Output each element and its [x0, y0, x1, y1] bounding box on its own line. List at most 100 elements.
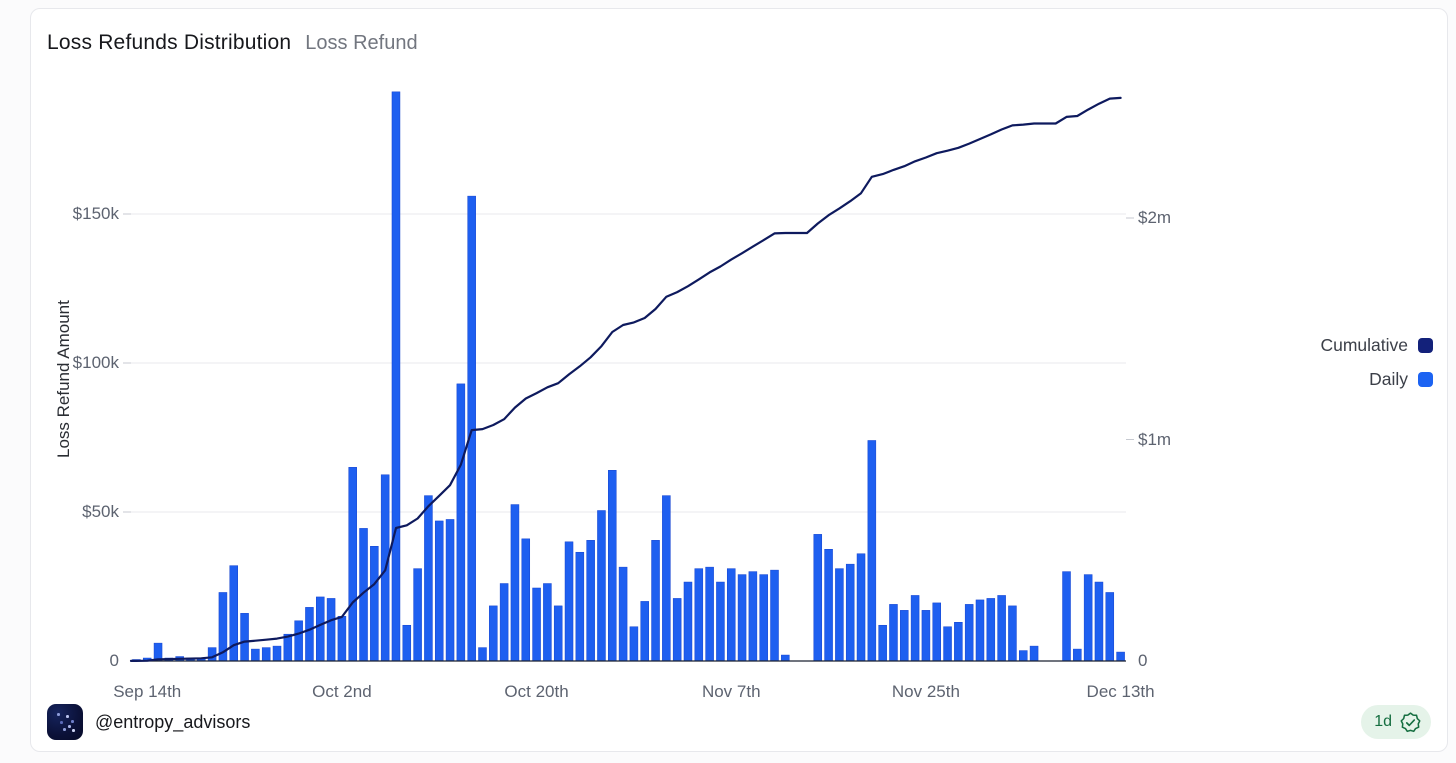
daily-bar[interactable] — [824, 549, 833, 662]
daily-bar[interactable] — [207, 647, 217, 662]
left-axis-label: 0 — [109, 651, 119, 670]
daily-bar[interactable] — [467, 195, 476, 662]
daily-bar[interactable] — [759, 574, 768, 662]
daily-bar[interactable] — [434, 520, 444, 662]
daily-bar[interactable] — [478, 647, 487, 662]
daily-bar[interactable] — [845, 563, 855, 662]
verified-seal-icon — [1400, 711, 1421, 732]
chart-card: Loss Refunds Distribution Loss Refund Lo… — [30, 8, 1448, 752]
daily-bar[interactable] — [662, 495, 671, 662]
daily-bar[interactable] — [640, 601, 649, 662]
right-axis-label: $1m — [1138, 429, 1172, 449]
daily-bar[interactable] — [975, 599, 985, 662]
daily-bar[interactable] — [932, 602, 941, 662]
daily-bar[interactable] — [672, 598, 682, 662]
daily-bar[interactable] — [900, 610, 909, 662]
update-interval-label: 1d — [1374, 713, 1392, 730]
daily-bar[interactable] — [705, 566, 714, 662]
daily-bar[interactable] — [305, 607, 314, 662]
daily-bar[interactable] — [326, 598, 336, 662]
daily-bar[interactable] — [543, 583, 552, 662]
plot-svg — [123, 91, 1134, 663]
account-handle: @entropy_advisors — [95, 711, 251, 732]
daily-bar[interactable] — [337, 616, 347, 662]
daily-bar[interactable] — [597, 510, 606, 662]
left-axis-label: $50k — [82, 502, 119, 521]
cumulative-swatch-icon — [1418, 337, 1433, 353]
daily-bar[interactable] — [413, 568, 422, 662]
daily-bar[interactable] — [813, 534, 823, 662]
daily-bar[interactable] — [781, 654, 790, 662]
daily-bar[interactable] — [1073, 648, 1082, 662]
daily-bar[interactable] — [737, 574, 747, 662]
daily-bar[interactable] — [986, 598, 996, 662]
daily-bar[interactable] — [1094, 581, 1104, 662]
daily-bar[interactable] — [1116, 651, 1125, 662]
daily-bar[interactable] — [348, 467, 357, 662]
daily-bar[interactable] — [954, 622, 963, 662]
logo-dots-icon — [57, 713, 60, 716]
left-axis-label: $100k — [72, 353, 119, 372]
legend-label: Cumulative — [1320, 334, 1408, 355]
daily-bar[interactable] — [856, 553, 866, 662]
daily-bar[interactable] — [532, 587, 541, 662]
daily-bar[interactable] — [316, 596, 325, 662]
daily-bar[interactable] — [1083, 574, 1093, 662]
update-interval-badge[interactable]: 1d — [1361, 705, 1431, 739]
daily-bar[interactable] — [521, 538, 531, 662]
daily-bar[interactable] — [424, 495, 433, 662]
daily-bar[interactable] — [867, 440, 877, 662]
daily-bar[interactable] — [748, 571, 758, 662]
daily-bar[interactable] — [608, 470, 617, 662]
daily-bar[interactable] — [391, 91, 401, 662]
legend-item-cumulative[interactable]: Cumulative — [1320, 331, 1433, 359]
chart-subtitle: Loss Refund — [305, 32, 418, 54]
daily-bar[interactable] — [770, 569, 779, 662]
cumulative-line — [129, 96, 1122, 663]
right-axis-label: $2m — [1138, 208, 1172, 227]
daily-bar[interactable] — [261, 647, 271, 662]
daily-bar[interactable] — [1008, 605, 1017, 662]
daily-bar[interactable] — [878, 624, 887, 662]
daily-bar[interactable] — [835, 568, 844, 662]
x-axis-label: Nov 7th — [701, 682, 761, 701]
daily-bar[interactable] — [564, 541, 574, 662]
daily-bar[interactable] — [889, 604, 898, 662]
daily-bar[interactable] — [964, 604, 974, 662]
daily-bar[interactable] — [694, 568, 704, 662]
entropy-advisors-logo — [47, 704, 83, 740]
daily-bar[interactable] — [943, 626, 952, 662]
plot-area[interactable] — [116, 86, 1141, 666]
daily-bar[interactable] — [1029, 645, 1039, 662]
daily-bar[interactable] — [456, 383, 466, 662]
legend-item-daily[interactable]: Daily — [1320, 365, 1433, 393]
daily-bar[interactable] — [683, 581, 693, 662]
daily-bar[interactable] — [251, 648, 260, 662]
daily-bar[interactable] — [1062, 571, 1071, 662]
x-axis-label: Nov 25th — [891, 682, 960, 701]
daily-bar[interactable] — [294, 620, 303, 662]
daily-bar[interactable] — [1105, 592, 1115, 662]
daily-bar[interactable] — [445, 519, 455, 662]
daily-bar[interactable] — [651, 540, 660, 662]
daily-bar[interactable] — [618, 566, 628, 662]
daily-bar[interactable] — [1019, 650, 1028, 662]
daily-bar[interactable] — [726, 568, 736, 662]
daily-bar[interactable] — [240, 613, 249, 662]
daily-bar[interactable] — [586, 540, 595, 662]
daily-bar[interactable] — [997, 595, 1006, 662]
daily-bar[interactable] — [489, 605, 498, 662]
left-axis-label: $150k — [72, 204, 119, 223]
daily-bar[interactable] — [629, 626, 639, 662]
daily-bar[interactable] — [272, 645, 282, 662]
daily-bar[interactable] — [575, 551, 585, 662]
daily-bar[interactable] — [499, 583, 509, 662]
daily-bar[interactable] — [370, 546, 379, 662]
right-axis-label: 0 — [1138, 651, 1148, 670]
daily-bar[interactable] — [716, 581, 725, 662]
daily-bar[interactable] — [402, 624, 412, 662]
daily-bar[interactable] — [510, 504, 520, 662]
daily-bar[interactable] — [921, 610, 931, 662]
daily-bar[interactable] — [553, 605, 563, 662]
daily-bar[interactable] — [910, 595, 920, 662]
